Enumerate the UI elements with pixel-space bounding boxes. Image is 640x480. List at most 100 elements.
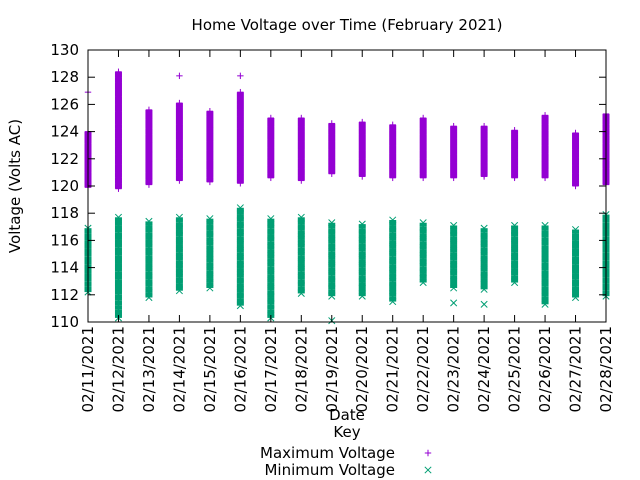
data-band (114, 225, 122, 233)
data-band (145, 161, 153, 173)
data-point (358, 292, 366, 300)
data-point (480, 268, 488, 276)
data-band (267, 304, 275, 310)
data-band (267, 309, 275, 318)
data-band (175, 166, 183, 176)
legend-marker (424, 466, 432, 474)
y-tick-label: 122 (50, 150, 79, 168)
data-point (328, 137, 335, 145)
data-point (480, 128, 488, 135)
data-band (206, 278, 214, 283)
data-band (328, 275, 336, 283)
data-band (419, 233, 427, 242)
data-band (511, 134, 519, 142)
data-point (145, 116, 153, 123)
data-band (267, 258, 275, 267)
data-point (419, 155, 427, 162)
x-tick-label: 02/11/2021 (79, 326, 97, 412)
data-band (450, 138, 458, 147)
data-point (206, 156, 214, 164)
data-point (541, 142, 549, 149)
data-point (176, 128, 183, 135)
x-tick-label: 02/28/2021 (597, 326, 615, 412)
data-point (328, 162, 335, 169)
data-point (541, 174, 549, 182)
x-tick-label: 02/17/2021 (262, 326, 280, 412)
data-point (541, 133, 549, 141)
y-tick-label: 120 (50, 177, 79, 195)
data-point (115, 185, 122, 192)
data-band (145, 292, 153, 298)
data-point (267, 224, 275, 232)
data-band (114, 118, 122, 125)
data-band (358, 224, 366, 229)
x-tick-label: 02/19/2021 (323, 326, 341, 412)
data-band (236, 228, 244, 237)
data-point (114, 221, 123, 229)
data-point (389, 133, 396, 141)
data-point (358, 284, 366, 292)
data-point (267, 154, 275, 161)
data-point (511, 272, 519, 280)
data-point (450, 240, 458, 249)
data-point (115, 174, 122, 182)
data-point (267, 122, 275, 130)
data-point (176, 103, 183, 111)
data-band (206, 141, 214, 151)
data-point (206, 113, 214, 120)
data-point (328, 120, 335, 127)
data-band (358, 259, 366, 268)
data-band (358, 150, 366, 159)
data-band (267, 218, 275, 229)
data-band (297, 118, 305, 127)
data-band (480, 255, 488, 264)
data-point (175, 225, 183, 234)
data-point (206, 250, 214, 258)
data-band (236, 92, 244, 101)
data-band (419, 134, 427, 143)
data-point (206, 279, 214, 287)
data-band (511, 141, 519, 150)
data-point (114, 306, 123, 314)
data-band (389, 256, 397, 265)
data-band (114, 111, 122, 118)
data-band (541, 225, 549, 231)
data-point (115, 151, 122, 158)
y-tick-label: 116 (50, 231, 79, 249)
data-band (572, 229, 580, 234)
data-point (389, 174, 396, 182)
data-point (450, 143, 457, 150)
data-point (236, 217, 244, 225)
y-tick-label: 114 (50, 259, 79, 277)
data-point (541, 221, 549, 229)
data-point (176, 177, 183, 184)
data-point (297, 276, 305, 284)
data-band (175, 124, 183, 132)
plot-frame (87, 49, 607, 323)
data-point (571, 276, 580, 284)
data-point (115, 114, 122, 122)
data-point (145, 288, 153, 296)
legend-label: Minimum Voltage (264, 461, 395, 479)
data-point (297, 243, 305, 251)
data-band (511, 252, 519, 261)
data-point (328, 125, 335, 133)
data-band (572, 165, 580, 174)
data-point (145, 293, 153, 302)
data-band (480, 278, 488, 290)
data-band (511, 157, 519, 166)
data-point (389, 142, 396, 149)
data-band (511, 275, 519, 283)
data-point (237, 72, 244, 80)
data-point (145, 235, 153, 243)
data-band (450, 252, 458, 261)
data-band (358, 234, 366, 244)
data-point (267, 114, 275, 122)
data-point (115, 129, 122, 137)
data-band (175, 118, 183, 125)
data-point (237, 143, 244, 150)
data-band (572, 286, 580, 298)
data-point (419, 163, 427, 171)
data-band (175, 244, 183, 253)
